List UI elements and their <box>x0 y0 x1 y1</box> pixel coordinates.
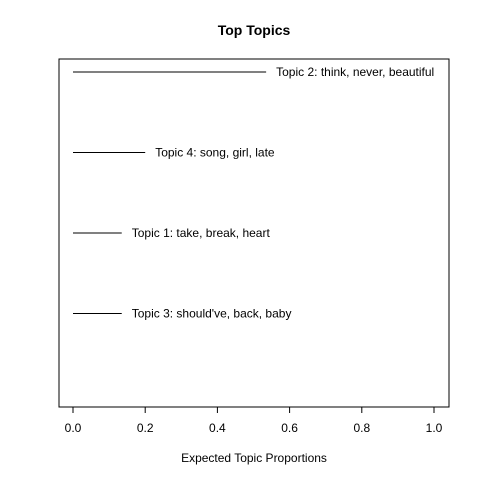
chart-title: Top Topics <box>218 22 291 38</box>
topic-label: Topic 1: take, break, heart <box>132 226 271 240</box>
x-tick-label: 0.4 <box>209 421 226 435</box>
x-tick-label: 0.2 <box>137 421 154 435</box>
x-tick-label: 0.6 <box>281 421 298 435</box>
x-axis-label: Expected Topic Proportions <box>181 451 327 465</box>
topic-label: Topic 3: should've, back, baby <box>132 307 292 321</box>
topic-label: Topic 4: song, girl, late <box>155 146 275 160</box>
x-axis: 0.0 0.2 0.4 0.6 0.8 1.0 <box>65 406 443 435</box>
topic-label: Topic 2: think, never, beautiful <box>276 65 434 79</box>
x-tick-label: 0.0 <box>65 421 82 435</box>
x-tick-label: 1.0 <box>426 421 443 435</box>
bar-group: Topic 2: think, never, beautiful Topic 4:… <box>73 65 434 321</box>
x-tick-label: 0.8 <box>353 421 370 435</box>
